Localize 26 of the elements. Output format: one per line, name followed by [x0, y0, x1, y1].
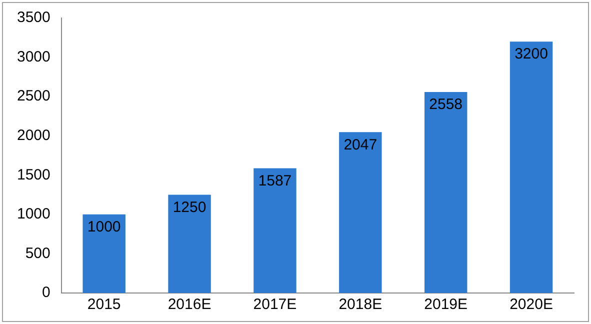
- y-tick-label: 2500: [16, 88, 50, 105]
- bar: [339, 132, 382, 293]
- data-label: 1250: [172, 198, 206, 216]
- y-tick-label: 0: [42, 284, 50, 302]
- data-label: 1000: [87, 218, 121, 236]
- x-tick-label: 2020E: [510, 296, 553, 314]
- bar: [168, 194, 211, 293]
- bar: [424, 92, 468, 293]
- y-tick-label: 2000: [16, 127, 50, 144]
- bar: [254, 168, 296, 293]
- y-tick-label: 3000: [16, 48, 50, 66]
- data-label: 3200: [514, 46, 548, 63]
- x-tick-label: 2017E: [253, 296, 297, 314]
- x-tick-label: 2016E: [168, 296, 212, 314]
- data-label: 2047: [344, 136, 378, 154]
- bar: [510, 42, 553, 293]
- y-tick-label: 500: [25, 244, 50, 262]
- bar: [82, 214, 126, 293]
- y-tick-label: 1500: [16, 166, 50, 184]
- y-tick-label: 1000: [16, 206, 50, 223]
- data-label: 2558: [429, 96, 463, 114]
- x-tick-label: 2019E: [424, 296, 468, 314]
- x-tick-label: 2015: [87, 296, 121, 314]
- data-label: 1587: [258, 172, 292, 190]
- y-tick-label: 3500: [16, 9, 50, 26]
- x-tick-label: 2018E: [338, 296, 382, 314]
